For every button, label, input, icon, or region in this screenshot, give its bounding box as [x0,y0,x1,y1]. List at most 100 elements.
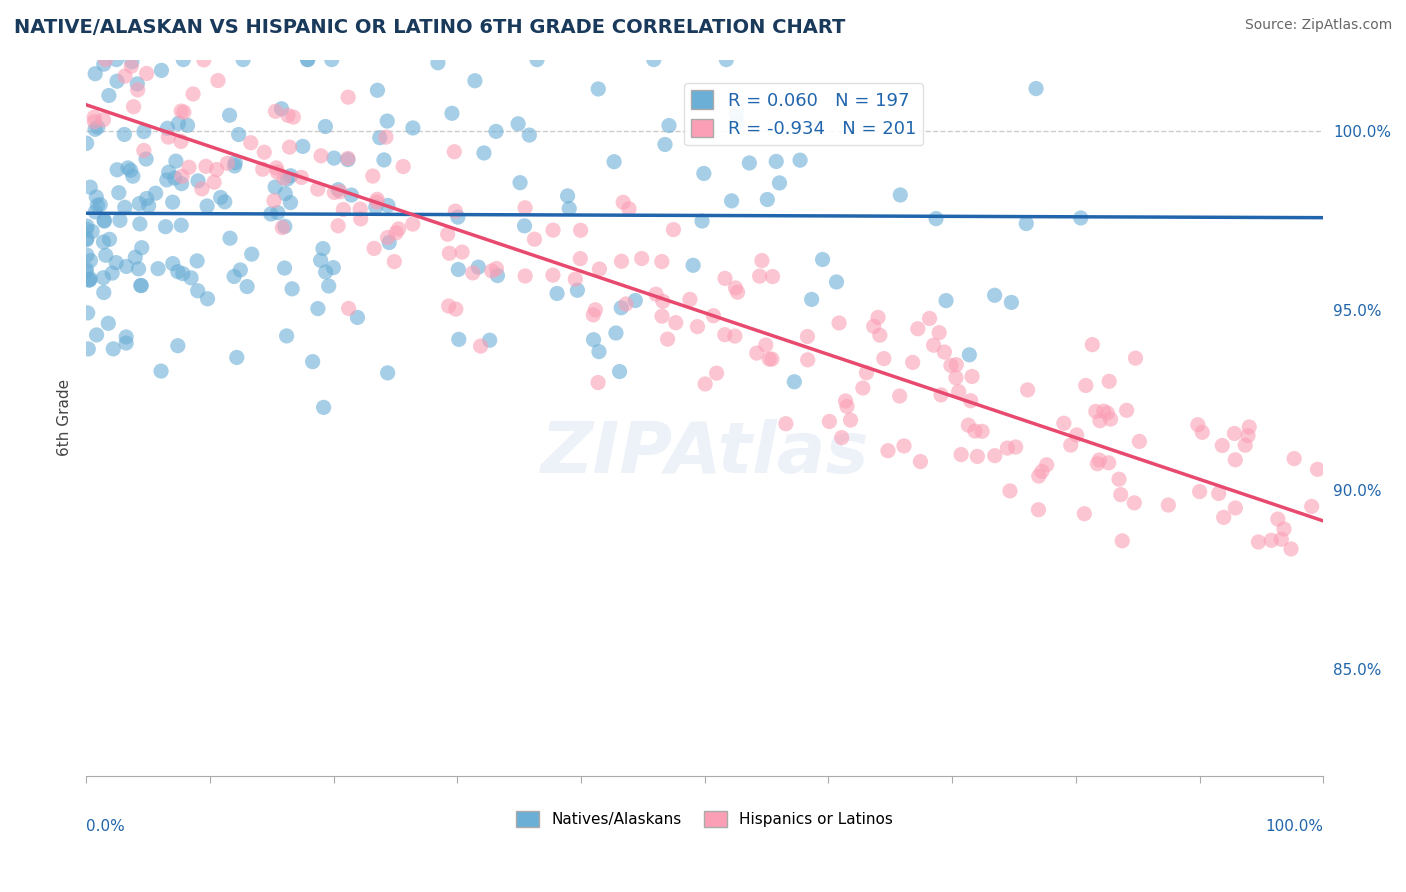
Natives/Alaskans [366,83,388,97]
Hispanics or Latinos [277,108,299,122]
Hispanics or Latinos [745,346,768,360]
Natives/Alaskans [467,260,489,274]
Natives/Alaskans [297,53,319,67]
Hispanics or Latinos [1272,522,1295,536]
Hispanics or Latinos [818,414,841,428]
Hispanics or Latinos [172,169,194,184]
Hispanics or Latinos [94,53,117,67]
Hispanics or Latinos [122,100,145,114]
Natives/Alaskans [280,195,302,210]
Hispanics or Latinos [323,186,346,200]
Hispanics or Latinos [157,130,180,145]
Natives/Alaskans [485,124,508,138]
Hispanics or Latinos [207,73,229,87]
Hispanics or Latinos [402,217,425,231]
Natives/Alaskans [281,282,304,296]
Hispanics or Latinos [569,223,592,237]
Hispanics or Latinos [862,319,884,334]
Natives/Alaskans [105,162,128,177]
Natives/Alaskans [76,136,98,151]
Hispanics or Latinos [382,254,405,268]
Natives/Alaskans [214,194,236,209]
Hispanics or Latinos [868,310,890,325]
Natives/Alaskans [811,252,834,267]
Natives/Alaskans [224,269,246,284]
Hispanics or Latinos [177,161,200,175]
Natives/Alaskans [76,248,98,262]
Natives/Alaskans [567,283,589,297]
Hispanics or Latinos [132,144,155,158]
Natives/Alaskans [1025,81,1047,95]
Hispanics or Latinos [662,222,685,236]
Hispanics or Latinos [1187,417,1209,432]
Text: 0.0%: 0.0% [86,819,125,834]
Hispanics or Latinos [761,352,783,367]
Natives/Alaskans [517,128,540,142]
Hispanics or Latinos [366,195,388,210]
Hispanics or Latinos [1092,404,1115,418]
Natives/Alaskans [146,261,169,276]
Natives/Alaskans [276,172,298,186]
Natives/Alaskans [609,365,631,379]
Natives/Alaskans [132,125,155,139]
Hispanics or Latinos [485,261,508,276]
Hispanics or Latinos [1088,414,1111,428]
Hispanics or Latinos [583,302,606,317]
Natives/Alaskans [120,163,142,178]
Natives/Alaskans [276,329,298,343]
Natives/Alaskans [825,275,848,289]
Natives/Alaskans [506,117,529,131]
Hispanics or Latinos [966,450,988,464]
Natives/Alaskans [105,74,128,88]
Natives/Alaskans [86,327,108,342]
Hispanics or Latinos [437,299,460,313]
Hispanics or Latinos [1223,426,1246,441]
Hispanics or Latinos [1128,434,1150,449]
Hispanics or Latinos [918,311,941,326]
Natives/Alaskans [426,55,449,70]
Hispanics or Latinos [1074,378,1097,392]
Hispanics or Latinos [363,242,385,256]
Hispanics or Latinos [170,134,193,148]
Hispanics or Latinos [374,130,396,145]
Natives/Alaskans [172,53,194,67]
Hispanics or Latinos [1066,428,1088,442]
Natives/Alaskans [280,169,302,183]
Natives/Alaskans [690,214,713,228]
Natives/Alaskans [108,213,131,227]
Hispanics or Latinos [714,271,737,285]
Natives/Alaskans [155,219,177,234]
Hispanics or Latinos [855,366,877,380]
Hispanics or Latinos [582,308,605,322]
Natives/Alaskans [129,278,152,293]
Natives/Alaskans [373,153,395,167]
Hispanics or Latinos [1081,337,1104,351]
Natives/Alaskans [75,262,97,277]
Hispanics or Latinos [1099,412,1122,426]
Text: 100.0%: 100.0% [1265,819,1323,834]
Natives/Alaskans [135,192,157,206]
Natives/Alaskans [375,114,398,128]
Hispanics or Latinos [706,366,728,380]
Hispanics or Latinos [217,156,239,170]
Hispanics or Latinos [470,339,492,353]
Natives/Alaskans [115,260,138,274]
Hispanics or Latinos [1306,462,1329,476]
Hispanics or Latinos [83,111,105,125]
Natives/Alaskans [162,257,184,271]
Natives/Alaskans [768,176,790,190]
Hispanics or Latinos [264,104,287,119]
Natives/Alaskans [77,273,100,287]
Text: NATIVE/ALASKAN VS HISPANIC OR LATINO 6TH GRADE CORRELATION CHART: NATIVE/ALASKAN VS HISPANIC OR LATINO 6TH… [14,18,845,37]
Hispanics or Latinos [253,145,276,160]
Hispanics or Latinos [1088,453,1111,467]
Hispanics or Latinos [1191,425,1213,440]
Natives/Alaskans [135,152,157,166]
Natives/Alaskans [1070,211,1092,225]
Hispanics or Latinos [541,268,564,282]
Hispanics or Latinos [1157,498,1180,512]
Natives/Alaskans [756,193,779,207]
Hispanics or Latinos [461,266,484,280]
Natives/Alaskans [336,153,359,167]
Hispanics or Latinos [834,393,856,408]
